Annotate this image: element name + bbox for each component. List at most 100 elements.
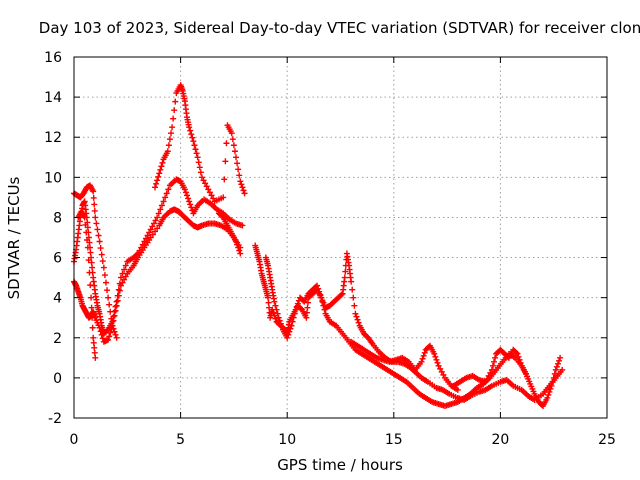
data-point <box>186 198 193 205</box>
x-tick-label: 5 <box>176 432 185 448</box>
data-point <box>235 166 242 173</box>
data-point <box>349 286 356 293</box>
data-point <box>168 130 175 137</box>
data-point <box>122 262 129 269</box>
data-point <box>114 292 121 299</box>
data-point <box>182 189 189 196</box>
data-point <box>109 322 116 329</box>
data-point <box>516 356 523 363</box>
data-point <box>208 192 215 199</box>
data-point <box>487 369 494 376</box>
data-point <box>172 98 179 105</box>
data-point <box>169 124 176 131</box>
data-point <box>113 298 120 305</box>
data-point <box>81 214 88 221</box>
data-point <box>289 318 296 325</box>
data-point <box>106 301 113 308</box>
data-point <box>190 138 197 145</box>
data-point <box>228 130 235 137</box>
data-point <box>164 148 171 155</box>
data-point <box>266 304 273 311</box>
data-point <box>237 250 244 257</box>
data-point <box>485 372 492 379</box>
data-point <box>154 214 161 221</box>
data-point <box>159 159 166 166</box>
data-layer <box>71 82 566 409</box>
data-point <box>319 298 326 305</box>
data-point <box>191 142 198 149</box>
data-point <box>115 286 122 293</box>
data-point <box>484 375 491 382</box>
data-point <box>90 188 97 195</box>
data-point <box>100 264 107 271</box>
data-point <box>440 371 447 378</box>
data-point <box>437 365 444 372</box>
data-point <box>221 176 228 183</box>
data-point <box>294 300 301 307</box>
data-point <box>91 344 98 351</box>
data-point <box>230 142 237 149</box>
data-point <box>304 304 311 311</box>
data-point <box>321 306 328 313</box>
data-point <box>272 315 279 322</box>
data-point <box>549 378 556 385</box>
x-axis-title: GPS time / hours <box>277 456 403 474</box>
data-point <box>200 177 207 184</box>
data-point <box>87 249 94 256</box>
data-point <box>171 107 178 114</box>
data-point <box>87 282 94 289</box>
series-track-j <box>450 346 529 389</box>
data-point <box>435 362 442 369</box>
data-point <box>155 173 162 180</box>
data-point <box>355 319 362 326</box>
x-tick-label: 10 <box>278 432 296 448</box>
y-tick-label: 6 <box>53 251 62 267</box>
data-point <box>454 386 461 393</box>
data-point <box>240 187 247 194</box>
data-point <box>205 186 212 193</box>
x-tick-label: 15 <box>385 432 403 448</box>
data-point <box>147 226 154 233</box>
data-point <box>236 247 243 254</box>
data-point <box>113 334 120 341</box>
data-point <box>418 358 425 365</box>
data-point <box>220 194 227 201</box>
data-point <box>287 325 294 332</box>
data-point <box>303 309 310 316</box>
data-point <box>342 268 349 275</box>
data-point <box>181 186 188 193</box>
data-point <box>107 308 114 315</box>
data-point <box>90 194 97 201</box>
data-point <box>160 198 167 205</box>
data-point <box>210 195 217 202</box>
data-point <box>203 183 210 190</box>
data-point <box>105 294 112 301</box>
y-tick-label: 8 <box>53 210 62 226</box>
data-point <box>317 291 324 298</box>
data-point <box>431 350 438 357</box>
y-tick-label: 2 <box>53 331 62 347</box>
data-point <box>187 201 194 208</box>
data-point <box>150 220 157 227</box>
data-point <box>107 329 114 336</box>
data-point <box>117 274 124 281</box>
data-point <box>222 158 229 165</box>
data-point <box>273 306 280 313</box>
y-tick-label: 14 <box>44 90 62 106</box>
data-point <box>89 264 96 271</box>
data-point <box>104 287 111 294</box>
data-point <box>219 213 226 220</box>
data-point <box>234 160 241 167</box>
data-point <box>165 186 172 193</box>
data-point <box>315 285 322 292</box>
data-point <box>515 353 522 360</box>
data-point <box>341 274 348 281</box>
data-point <box>110 325 117 332</box>
data-point <box>351 302 358 309</box>
data-point <box>98 251 105 258</box>
data-point <box>556 357 563 364</box>
data-point <box>241 190 248 197</box>
data-point <box>94 226 101 233</box>
data-point <box>84 244 91 251</box>
data-point <box>275 314 282 321</box>
